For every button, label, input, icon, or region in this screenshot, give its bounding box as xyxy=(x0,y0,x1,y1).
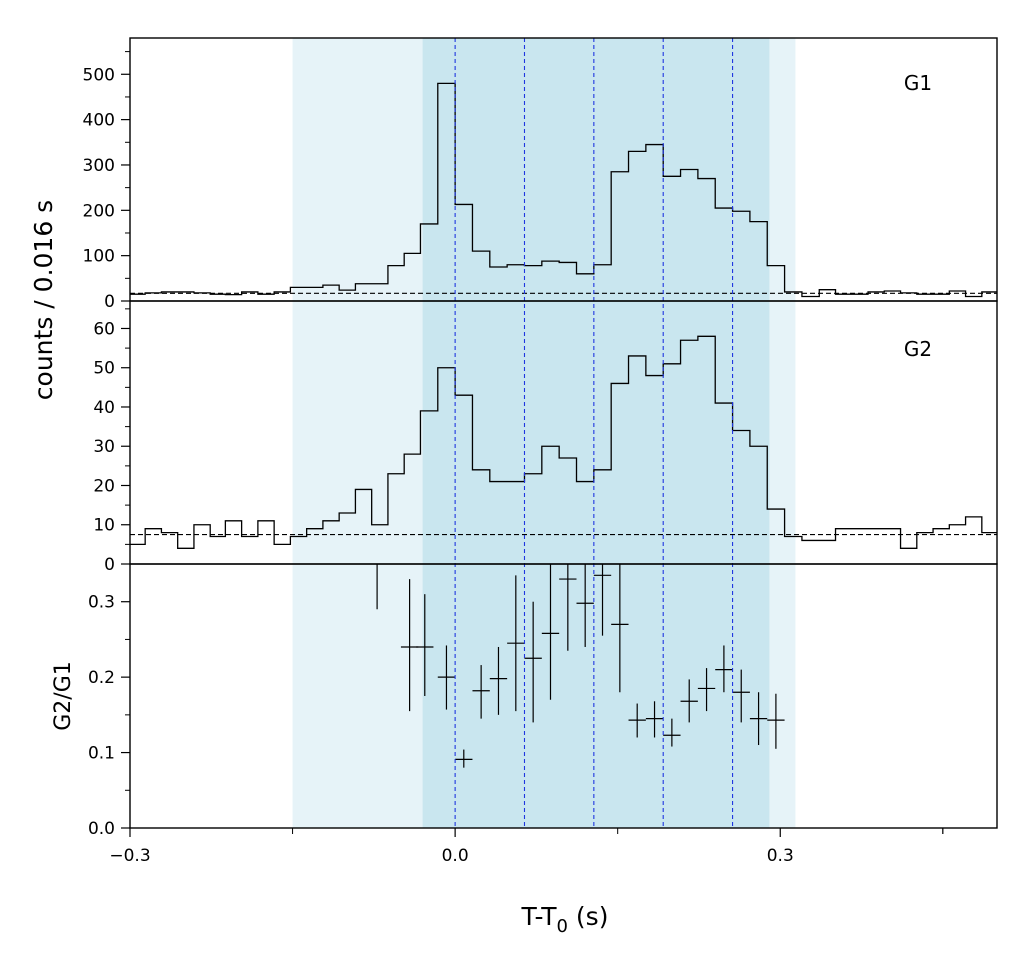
y-tick-label: 0.0 xyxy=(88,819,115,839)
y-tick-label: 0.1 xyxy=(88,744,115,764)
background-band-2 xyxy=(422,38,770,828)
panel-g2: 0 10 20 30 40 50 60 G2 xyxy=(93,308,997,575)
x-axis-label-subscript: 0 xyxy=(557,916,568,937)
axis-labels: counts / 0.016 s T-T0 (s) xyxy=(29,200,608,937)
y-tick-label: 0 xyxy=(104,555,115,575)
y-axis-label-ratio: G2/G1 xyxy=(51,661,76,731)
y-tick-label: 400 xyxy=(83,111,115,131)
x-axis-label-main: T-T xyxy=(521,902,558,931)
panel-frame xyxy=(129,563,998,829)
y-tick-label: 0.3 xyxy=(88,593,115,613)
y-tick-label: 50 xyxy=(93,359,115,379)
x-tick-label: 0.3 xyxy=(767,846,794,866)
y-tick-label: 60 xyxy=(93,319,115,339)
panel-label-g1: G1 xyxy=(904,71,932,95)
y-tick-label: 20 xyxy=(93,476,115,496)
background-bands xyxy=(292,38,796,828)
y-tick-label: 200 xyxy=(83,201,115,221)
panel-g2-g1: 0.0 0.1 0.2 0.3 G2/G1 xyxy=(51,563,785,839)
y-tick-label: 500 xyxy=(83,65,115,85)
y-tick-label: 30 xyxy=(93,437,115,457)
x-tick-label: 0.0 xyxy=(442,846,469,866)
panel-frames: −0.3 0.0 0.3 xyxy=(109,37,998,866)
y-tick-label: 10 xyxy=(93,516,115,536)
panel-label-g2: G2 xyxy=(904,337,932,361)
y-tick-label: 40 xyxy=(93,398,115,418)
y-tick-label: 100 xyxy=(83,247,115,267)
x-axis-label: T-T0 (s) xyxy=(521,902,609,937)
x-tick-label: −0.3 xyxy=(109,846,150,866)
y-tick-label: 0.2 xyxy=(88,668,115,688)
light-curve-g1 xyxy=(130,82,997,298)
x-axis-label-tail: (s) xyxy=(568,902,608,931)
y-axis-label-counts: counts / 0.016 s xyxy=(29,200,58,400)
time-interval-lines xyxy=(454,38,734,828)
y-tick-label: 300 xyxy=(83,156,115,176)
panel-g1: 0 100 200 300 400 500 G1 xyxy=(83,51,997,312)
light-curve-g2 xyxy=(130,335,997,549)
y-tick-label: 0 xyxy=(104,292,115,312)
